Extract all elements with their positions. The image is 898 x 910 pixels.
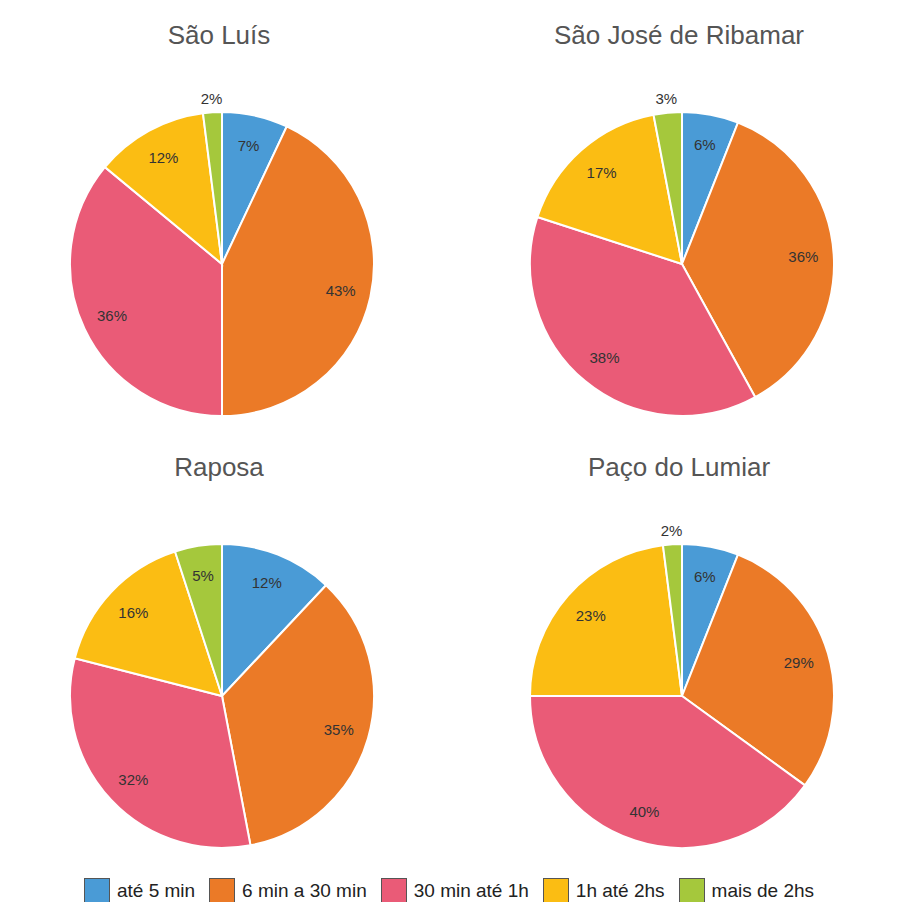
svg-text:2%: 2% (661, 522, 683, 539)
svg-text:32%: 32% (118, 771, 148, 788)
svg-text:36%: 36% (97, 307, 127, 324)
html-text:1h até 2hs: 1h até 2hs (575, 880, 665, 901)
svg-text:36%: 36% (788, 248, 818, 265)
svg-text:23%: 23% (576, 607, 606, 624)
svg-text:38%: 38% (589, 349, 619, 366)
svg-text:29%: 29% (784, 654, 814, 671)
html-text:São José de Ribamar: São José de Ribamar (554, 20, 804, 50)
html-text:Raposa: Raposa (174, 452, 264, 482)
svg-text:17%: 17% (587, 164, 617, 181)
svg-text:5%: 5% (192, 567, 214, 584)
svg-text:12%: 12% (252, 574, 282, 591)
svg-text:3%: 3% (656, 90, 678, 107)
html-text:mais de 2hs: mais de 2hs (711, 880, 815, 901)
html-text:Paço do Lumiar: Paço do Lumiar (587, 452, 770, 482)
svg-text:7%: 7% (238, 137, 260, 154)
svg-text:40%: 40% (629, 803, 659, 820)
html-text:São Luís: São Luís (167, 20, 271, 50)
svg-text:12%: 12% (148, 149, 178, 166)
html-text:até 5 min: até 5 min (116, 880, 196, 901)
svg-text:6%: 6% (694, 136, 716, 153)
svg-text:2%: 2% (201, 90, 223, 107)
svg-text:43%: 43% (326, 282, 356, 299)
svg-text:6%: 6% (694, 568, 716, 585)
html-text:6 min a 30 min: 6 min a 30 min (242, 880, 367, 901)
html-text:30 min até 1h: 30 min até 1h (413, 880, 529, 901)
svg-text:35%: 35% (324, 721, 354, 738)
svg-text:16%: 16% (118, 604, 148, 621)
